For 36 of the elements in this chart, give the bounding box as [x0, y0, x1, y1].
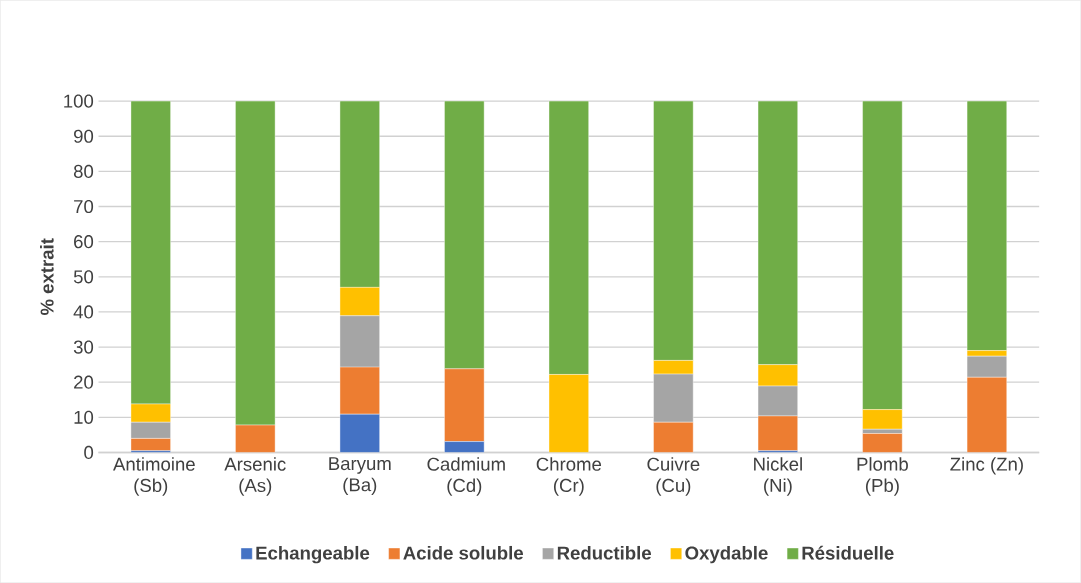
y-tick-label: 20 — [74, 375, 94, 389]
legend-label: Oxydable — [685, 545, 768, 564]
y-tick-label: 40 — [73, 305, 94, 319]
x-tick-label: Nickel (Ni) — [754, 457, 802, 496]
bar — [339, 101, 380, 288]
y-tick-label: 80 — [73, 164, 94, 178]
bar — [757, 101, 798, 365]
y-tick-label: 10 — [74, 410, 94, 424]
bar — [235, 101, 276, 426]
x-tick-label: Arsenic (As) — [224, 457, 286, 496]
bar — [653, 101, 694, 361]
x-tick-label: Zinc (Zn) — [950, 457, 1023, 475]
legend-label: Acide soluble — [403, 545, 523, 560]
x-tick-label: Antimoine (Sb) — [113, 457, 195, 496]
y-tick-label: 0 — [84, 445, 94, 460]
x-tick-label: Baryum (Ba) — [329, 457, 391, 496]
y-tick-label: 30 — [73, 340, 94, 354]
legend-label: Résiduelle — [802, 545, 894, 560]
bar — [862, 433, 903, 453]
bar — [966, 101, 1007, 351]
y-tick-label: 100 — [64, 94, 94, 108]
x-tick-label: Cuivre (Cu) — [647, 457, 700, 496]
x-tick-label: Plomb (Pb) — [857, 457, 908, 496]
bar — [130, 101, 171, 405]
bar — [862, 101, 903, 410]
y-tick-label: 70 — [74, 199, 94, 214]
legend-label: Echangeable — [256, 545, 370, 564]
y-tick-label: 50 — [73, 270, 94, 284]
x-tick-label: Chrome (Cr) — [536, 457, 602, 496]
bar — [548, 101, 589, 375]
y-axis-title: % extrait — [40, 238, 54, 316]
legend-label: Reductible — [557, 545, 652, 560]
y-tick-label: 90 — [74, 129, 94, 143]
y-tick-label: 60 — [74, 235, 94, 249]
bar — [444, 101, 485, 370]
x-tick-label: Cadmium (Cd) — [427, 457, 505, 496]
